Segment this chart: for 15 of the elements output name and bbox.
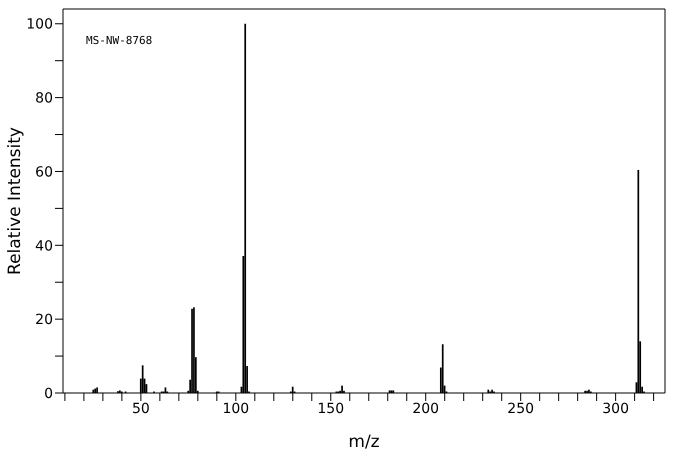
y-tick-label: 20 <box>35 312 53 328</box>
y-tick-label: 100 <box>26 16 53 33</box>
x-tick-label: 50 <box>132 400 150 417</box>
y-tick-label: 60 <box>35 164 53 180</box>
x-axis-title: m/z <box>348 432 380 452</box>
y-tick-label: 80 <box>35 90 53 107</box>
x-tick-label: 100 <box>222 400 250 417</box>
x-tick-label: 200 <box>412 400 440 417</box>
annotation: MS-NW-8768 <box>86 34 152 47</box>
x-tick-label: 250 <box>507 400 534 417</box>
y-axis-title: Relative Intensity <box>5 127 26 275</box>
x-tick-label: 300 <box>602 400 629 417</box>
x-tick-label: 150 <box>317 400 344 417</box>
y-tick-label: 40 <box>35 238 53 254</box>
y-tick-label: 0 <box>44 386 53 402</box>
